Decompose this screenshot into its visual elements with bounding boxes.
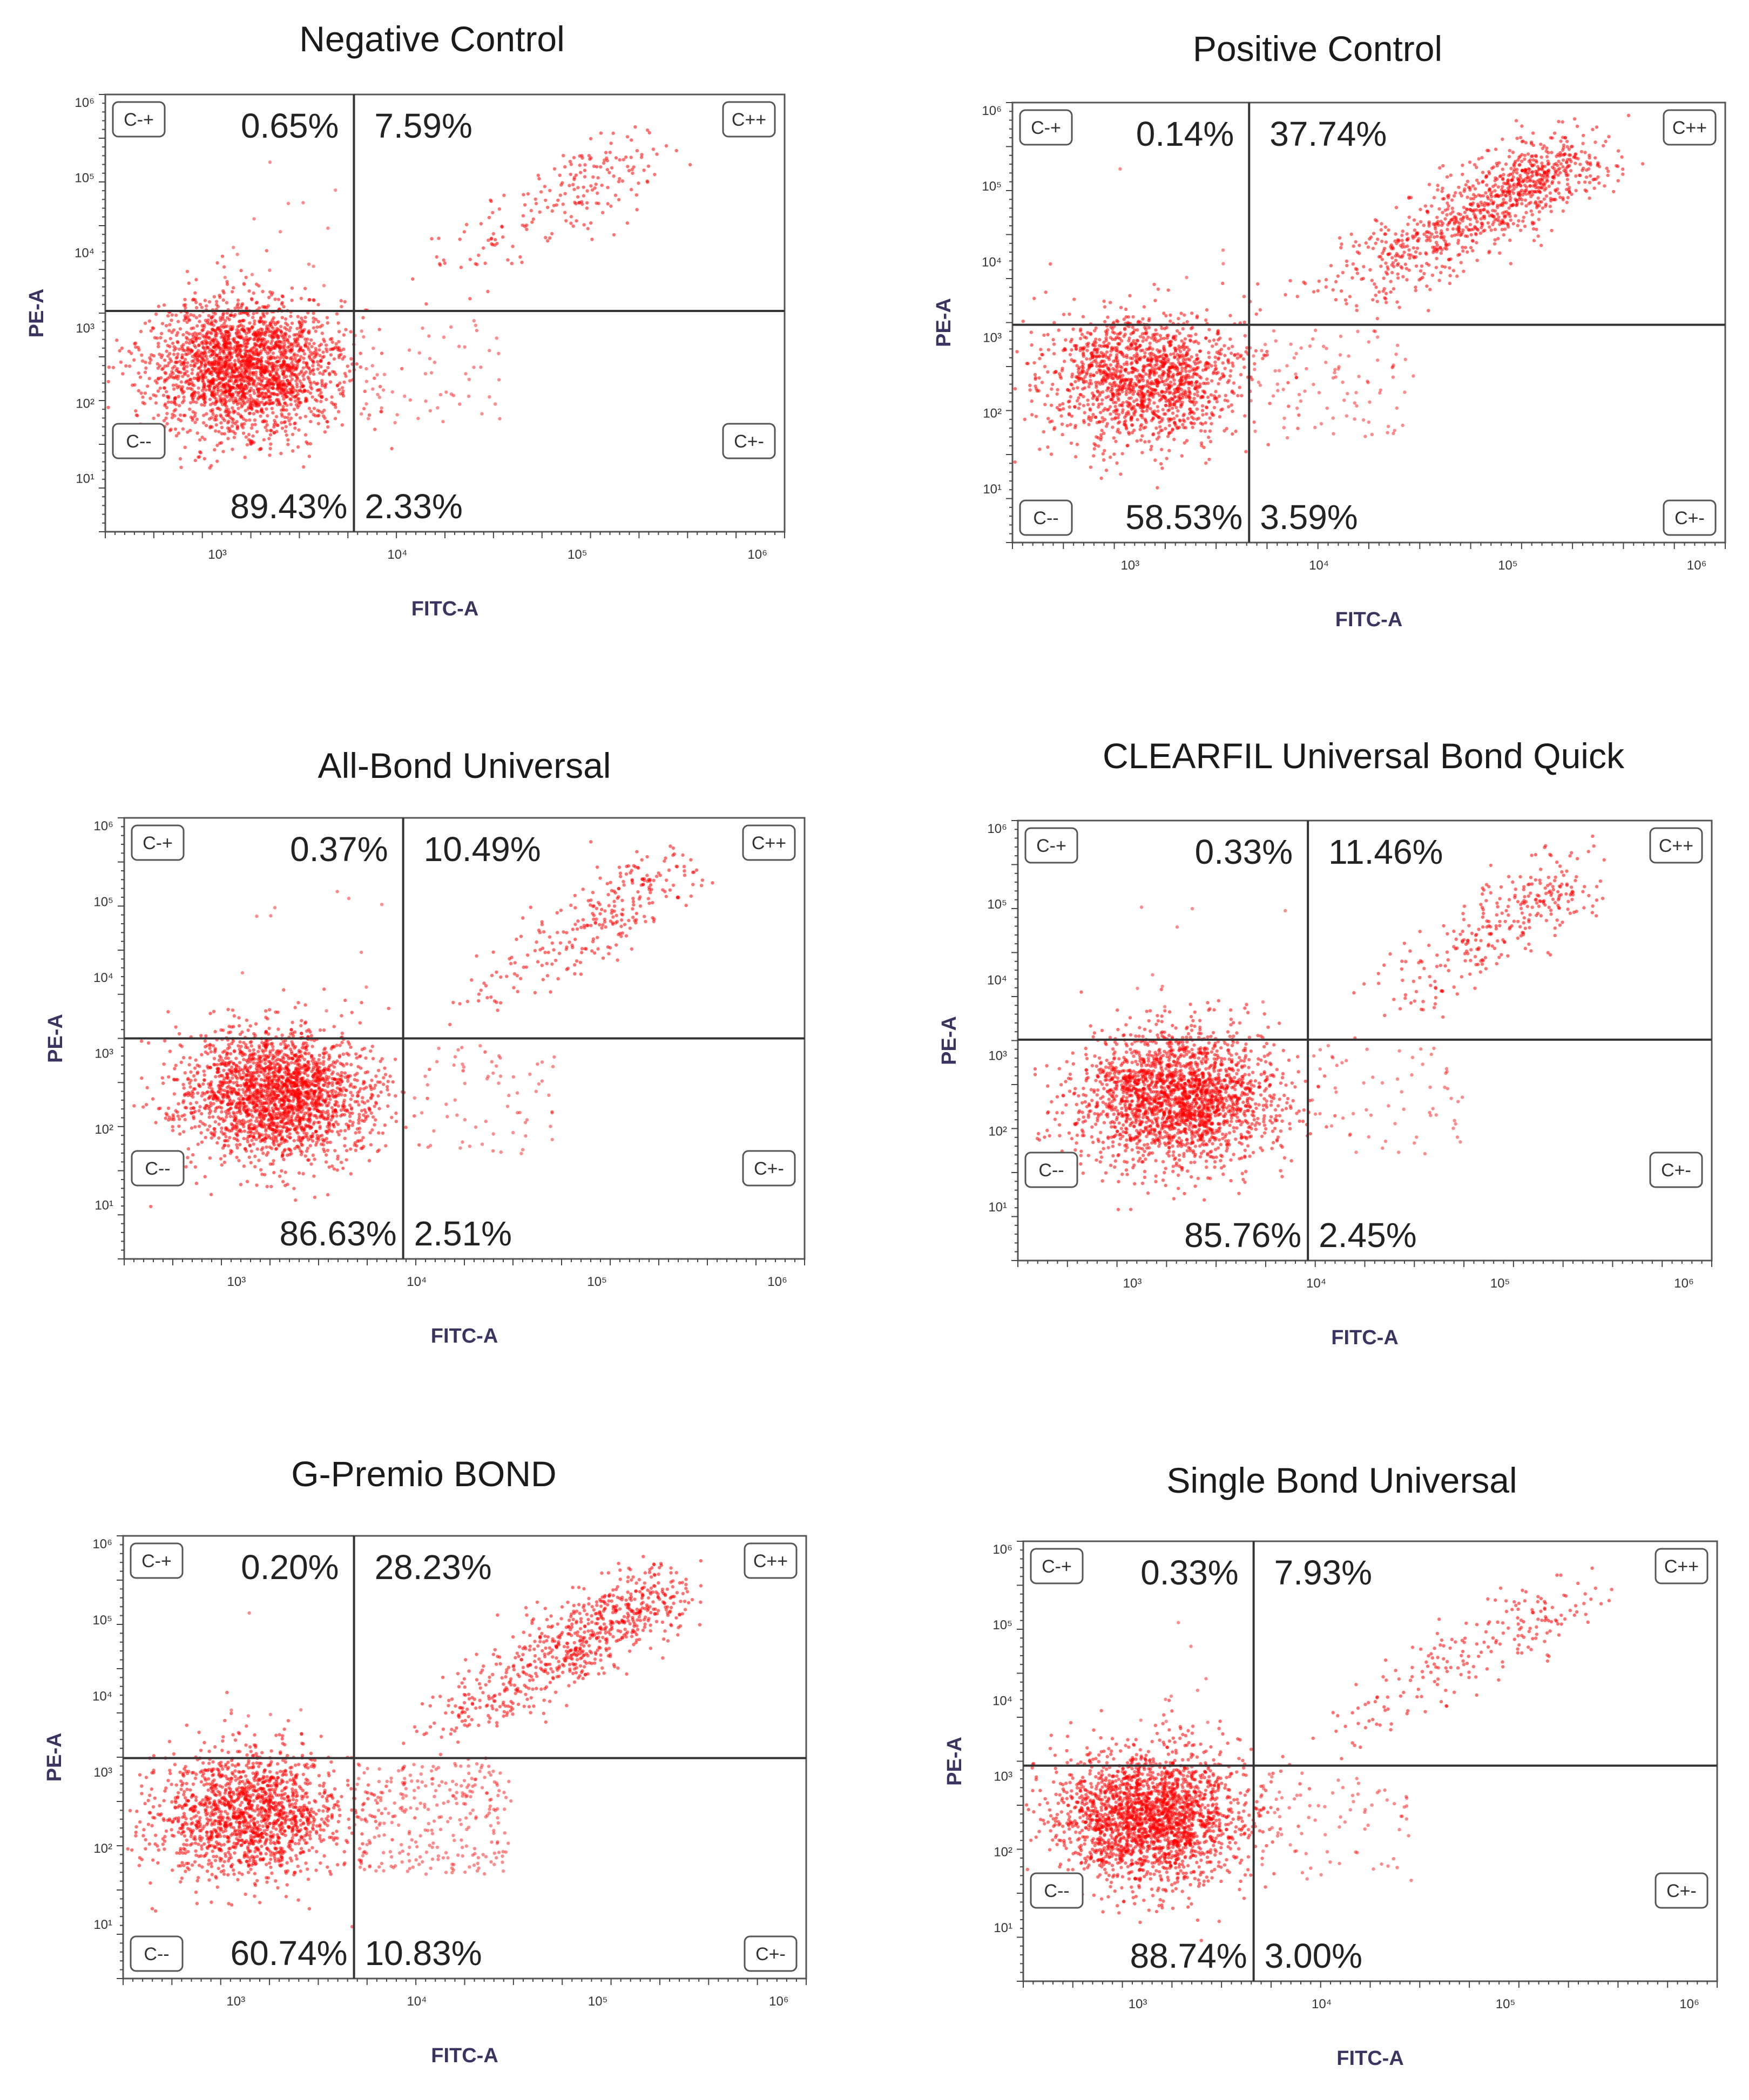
event-dot <box>324 343 328 347</box>
event-dot <box>344 328 348 331</box>
event-dot <box>197 386 200 390</box>
event-dot <box>309 410 313 414</box>
event-dot <box>288 329 292 333</box>
event-dot <box>287 412 291 416</box>
event-dot <box>168 337 172 341</box>
event-dot <box>178 457 183 461</box>
event-dot <box>181 375 185 378</box>
event-dot <box>307 407 312 410</box>
event-dot <box>232 436 237 439</box>
event-dot <box>312 320 315 324</box>
event-dot <box>373 428 377 431</box>
event-dot <box>293 426 297 430</box>
event-dots <box>106 125 692 470</box>
event-dot <box>203 437 207 441</box>
event-dot <box>340 304 343 309</box>
event-dot <box>309 338 313 342</box>
event-dot <box>231 406 234 410</box>
event-dot <box>339 299 343 303</box>
event-dot <box>147 319 152 323</box>
event-dot <box>343 300 347 304</box>
event-dot <box>252 311 255 316</box>
event-dot <box>172 387 176 391</box>
event-dot <box>188 429 192 432</box>
event-dot <box>257 306 261 310</box>
event-dot <box>160 322 165 326</box>
event-dot <box>161 394 166 397</box>
event-dot <box>270 407 274 410</box>
event-dot <box>202 403 206 407</box>
event-dot <box>302 356 306 360</box>
event-dot <box>197 391 200 395</box>
plot-frame <box>104 93 786 533</box>
event-dot <box>158 353 161 356</box>
event-dot <box>248 418 252 422</box>
event-dot <box>291 432 295 436</box>
event-dot <box>295 354 299 357</box>
panel-title: Negative Control <box>299 19 565 59</box>
event-dot <box>174 434 179 438</box>
event-dot <box>298 416 302 420</box>
event-dot <box>343 371 347 375</box>
event-dot <box>285 356 289 360</box>
event-dot <box>336 321 340 325</box>
event-dot <box>330 340 334 344</box>
event-dot <box>179 465 183 469</box>
event-dot <box>315 360 320 364</box>
event-dot <box>188 407 192 411</box>
event-dot <box>307 455 311 458</box>
event-dot <box>121 372 125 376</box>
event-dot <box>323 430 327 434</box>
event-dot <box>231 448 234 451</box>
event-dot <box>159 336 163 340</box>
event-dot <box>281 295 285 299</box>
event-dot <box>225 280 229 283</box>
event-dot <box>215 300 219 303</box>
event-dot <box>181 333 185 337</box>
event-dot <box>283 317 288 321</box>
event-dot <box>253 391 256 395</box>
event-dot <box>152 416 156 421</box>
event-dot <box>319 391 323 395</box>
event-dot <box>312 407 316 410</box>
